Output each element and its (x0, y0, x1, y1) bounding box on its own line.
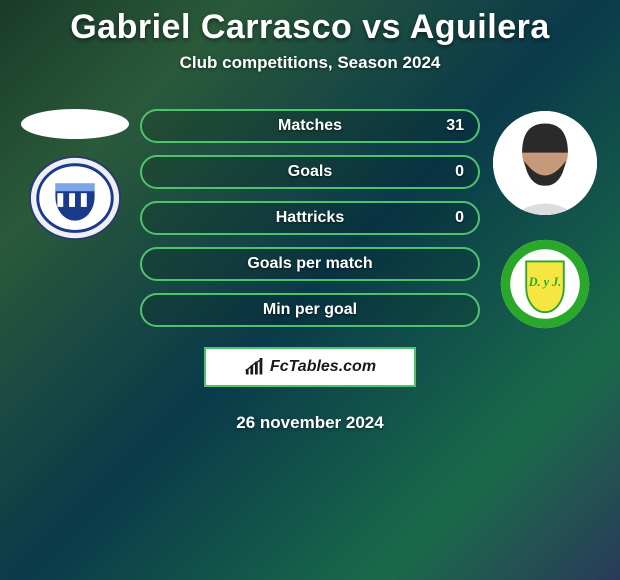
stat-value-right: 31 (446, 117, 464, 135)
brand-box[interactable]: FcTables.com (204, 347, 416, 387)
stat-label: Goals (288, 163, 332, 181)
date-text: 26 november 2024 (140, 413, 480, 433)
club-badge-left (26, 157, 124, 239)
stat-value-right: 0 (455, 209, 464, 227)
stat-row-hattricks: Hattricks 0 (140, 201, 480, 235)
page-title: Gabriel Carrasco vs Aguilera (70, 8, 550, 47)
player-photo-right (493, 111, 597, 215)
shield-icon: D. y J. (498, 237, 592, 331)
stat-label: Matches (278, 117, 342, 135)
stat-row-goals: Goals 0 (140, 155, 480, 189)
stat-row-matches: Matches 31 (140, 109, 480, 143)
shield-icon (26, 154, 124, 242)
club-badge-right: D. y J. (498, 237, 592, 331)
badge-text: D. y J. (528, 275, 562, 289)
stat-label: Hattricks (276, 209, 344, 227)
stats-column: Matches 31 Goals 0 Hattricks 0 Goals per… (140, 101, 480, 433)
right-player-column: D. y J. (480, 101, 610, 331)
player-photo-placeholder-left (21, 109, 129, 139)
stat-row-min-per-goal: Min per goal (140, 293, 480, 327)
left-player-column (10, 101, 140, 239)
stat-label: Min per goal (263, 301, 357, 319)
stat-value-right: 0 (455, 163, 464, 181)
content-wrapper: Gabriel Carrasco vs Aguilera Club compet… (0, 0, 620, 580)
subtitle: Club competitions, Season 2024 (180, 53, 441, 73)
brand-label: FcTables.com (270, 358, 376, 376)
avatar-icon (493, 111, 597, 215)
chart-icon (244, 358, 266, 376)
stat-row-goals-per-match: Goals per match (140, 247, 480, 281)
main-row: Matches 31 Goals 0 Hattricks 0 Goals per… (0, 101, 620, 433)
stat-label: Goals per match (247, 255, 372, 273)
